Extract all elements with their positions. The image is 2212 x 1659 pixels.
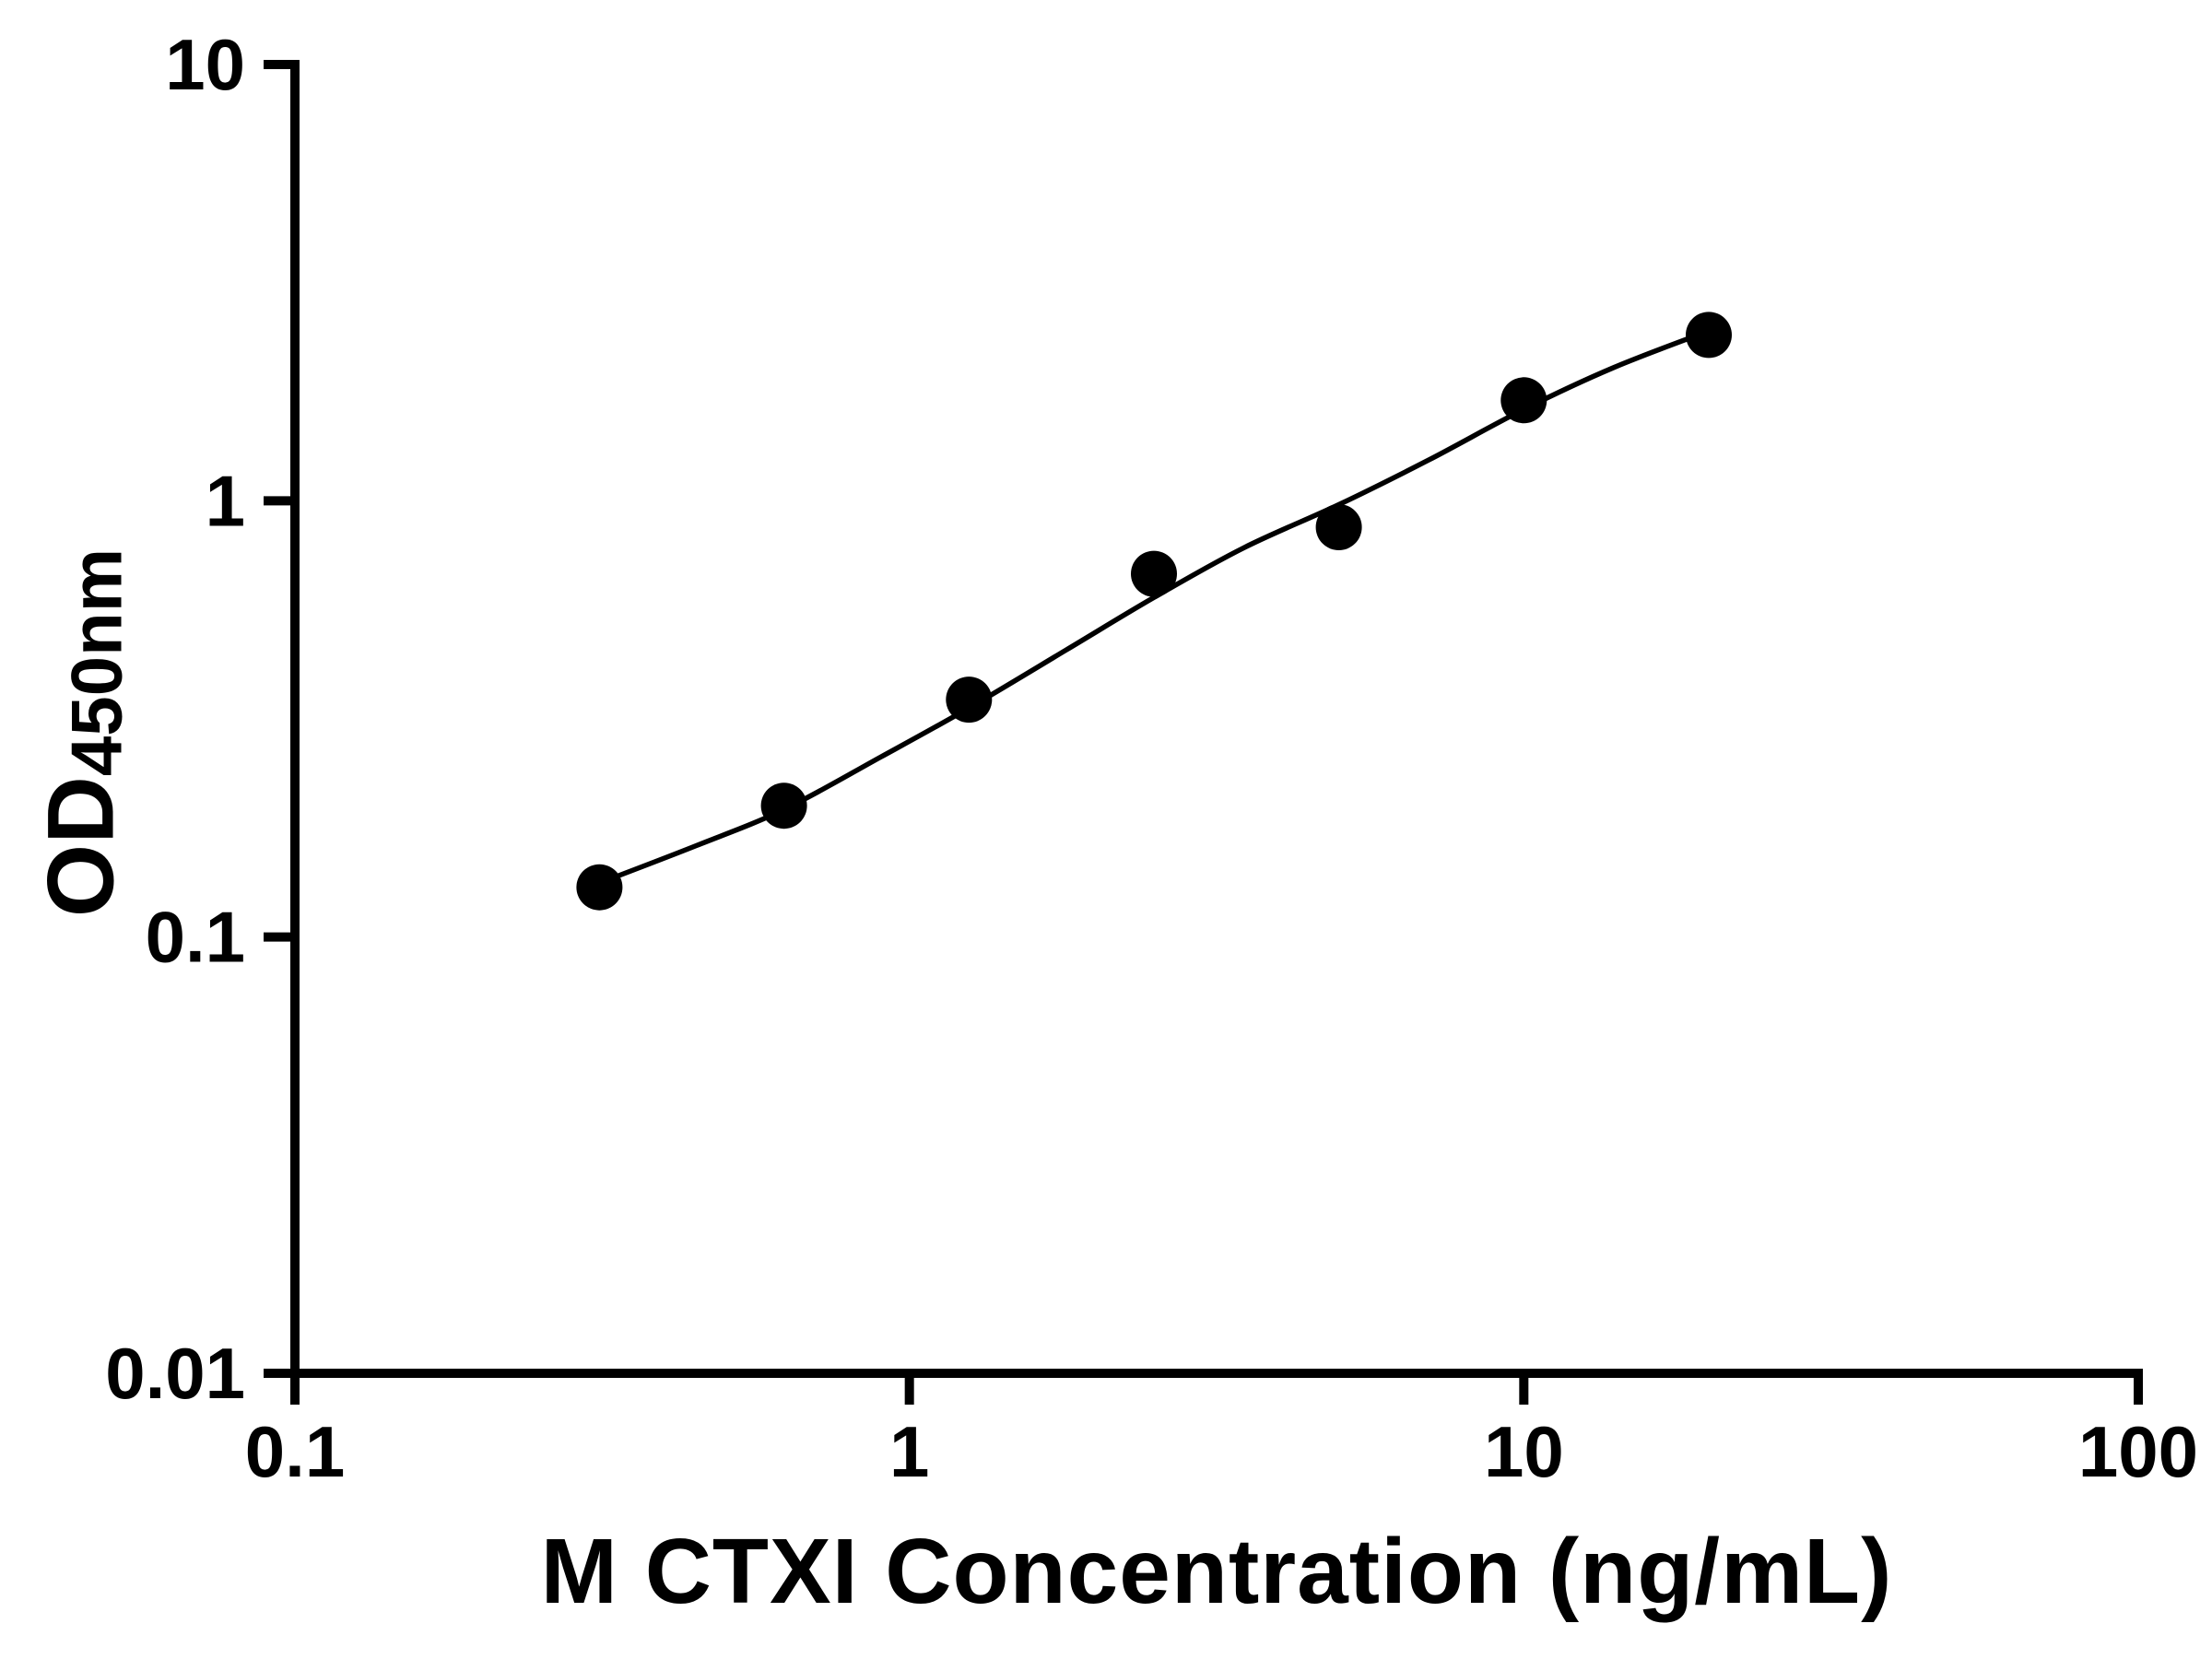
y-axis-label: OD450nm: [28, 547, 137, 918]
data-point: [1500, 377, 1547, 424]
y-tick-label: 10: [165, 24, 245, 105]
x-tick-label: 10: [1484, 1411, 1564, 1492]
data-point: [760, 782, 807, 830]
data-point: [1131, 550, 1177, 597]
data-point: [946, 677, 993, 724]
y-tick-label: 1: [206, 460, 245, 541]
axes-spine: [290, 60, 2143, 1378]
data-point: [576, 864, 623, 911]
y-axis-label-base: OD: [28, 776, 134, 918]
data-point: [1686, 312, 1732, 359]
y-tick-label: 0.01: [105, 1333, 245, 1414]
x-tick-label: 1: [889, 1411, 929, 1492]
data-point: [1315, 504, 1362, 550]
y-tick-label: 0.1: [146, 897, 245, 978]
x-tick-label: 0.1: [245, 1411, 345, 1492]
y-axis-label-subscript: 450nm: [55, 547, 137, 777]
x-axis-label: M CTXI Concentration (ng/mL): [540, 1520, 1893, 1623]
x-tick-label: 100: [2078, 1411, 2198, 1492]
